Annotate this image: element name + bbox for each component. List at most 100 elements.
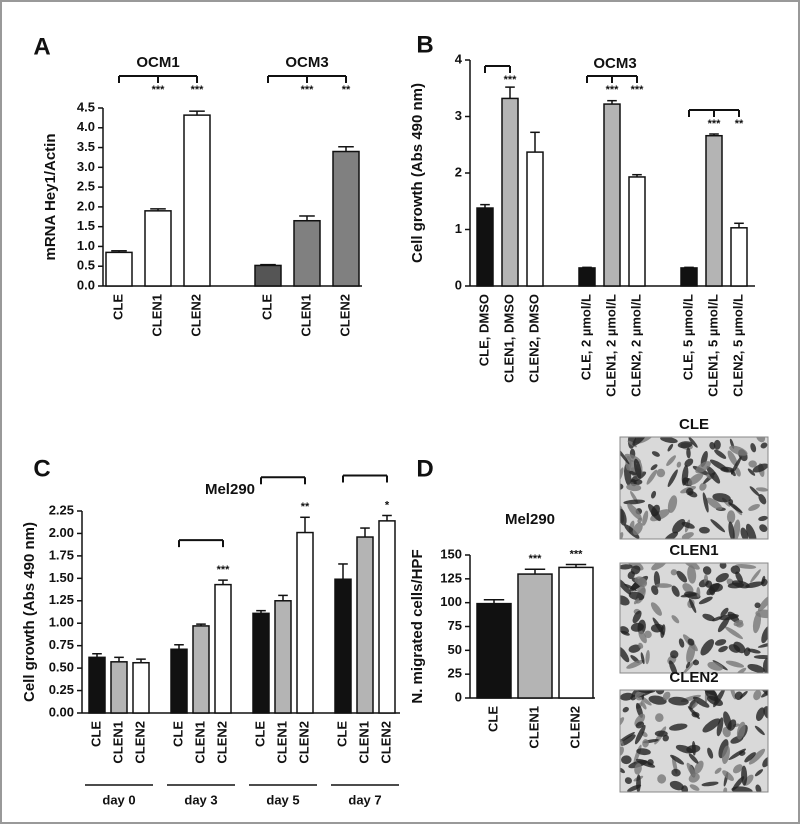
cell — [688, 437, 698, 448]
y-tick-label: 0.5 — [77, 258, 95, 273]
cell — [733, 619, 744, 627]
cell — [620, 630, 630, 636]
cell — [749, 486, 760, 497]
significance: *** — [217, 564, 231, 576]
image-title: CLEN2 — [669, 669, 718, 686]
cell — [684, 591, 701, 600]
cell — [627, 784, 642, 792]
cell — [702, 566, 712, 575]
cell — [713, 690, 726, 708]
bar — [476, 207, 494, 287]
cell — [718, 645, 728, 653]
micrograph-border — [619, 689, 769, 793]
cell — [748, 460, 757, 468]
significance: *** — [301, 84, 315, 96]
bar — [105, 251, 133, 287]
y-tick-label: 25 — [448, 666, 462, 681]
cell — [728, 521, 735, 539]
x-tick-label: CLEN2, DMSO — [526, 294, 541, 383]
cell — [727, 582, 745, 589]
cell — [695, 461, 711, 474]
cell — [716, 717, 724, 737]
cell — [667, 443, 674, 452]
cell — [706, 466, 721, 484]
cell — [628, 644, 641, 653]
cell — [736, 667, 747, 673]
cell — [676, 570, 688, 583]
cell — [728, 644, 741, 653]
cell — [688, 598, 697, 613]
cell — [621, 755, 632, 765]
bar — [274, 600, 292, 714]
cell — [653, 571, 661, 588]
cell — [702, 492, 709, 513]
cell — [728, 502, 743, 514]
cell — [715, 573, 729, 583]
cell — [670, 569, 678, 576]
x-tick-label: CLE — [259, 294, 274, 320]
cell — [648, 695, 667, 705]
y-axis-label: mRNA Hey1/Actin — [42, 134, 59, 261]
cell — [707, 661, 724, 671]
cell — [700, 639, 715, 656]
cell — [671, 615, 680, 624]
cell — [630, 622, 644, 632]
x-tick-label: CLEN2 — [132, 721, 147, 764]
cell — [626, 659, 645, 669]
cell — [620, 732, 635, 743]
x-tick-label: CLE — [485, 706, 500, 732]
cell — [667, 469, 678, 488]
bar — [603, 103, 621, 287]
cell — [692, 659, 700, 666]
x-tick-label: CLEN2 — [378, 721, 393, 764]
cell — [620, 564, 633, 570]
cell — [761, 626, 768, 644]
cell — [656, 468, 666, 478]
chart-title: Mel290 — [505, 511, 555, 528]
significance: ** — [342, 84, 351, 96]
y-tick-label: 1.50 — [49, 570, 74, 585]
cell — [642, 510, 649, 526]
cell — [662, 691, 671, 701]
y-tick-label: 1.75 — [49, 547, 74, 562]
cell — [753, 690, 762, 701]
y-tick-label: 1.00 — [49, 615, 74, 630]
cell — [729, 445, 748, 456]
x-tick-label: CLEN1, 5 µmol/L — [705, 294, 720, 397]
cell — [628, 591, 645, 601]
cell — [633, 598, 640, 605]
bar — [214, 583, 232, 714]
y-tick-label: 3.0 — [77, 159, 95, 174]
x-tick-label: CLE — [252, 721, 267, 747]
micrograph — [619, 436, 769, 540]
cell — [688, 773, 700, 783]
cell — [620, 595, 630, 606]
cell — [745, 581, 764, 588]
cell — [758, 515, 768, 522]
image-title: CLEN1 — [669, 542, 718, 559]
group-label: day 3 — [184, 792, 217, 807]
cell — [681, 532, 694, 539]
cell — [726, 510, 736, 524]
cell — [645, 650, 650, 665]
cell — [712, 493, 731, 503]
cell — [669, 780, 684, 791]
y-tick-label: 0.50 — [49, 660, 74, 675]
cell — [622, 706, 629, 713]
cell — [750, 569, 761, 583]
cell — [699, 482, 707, 491]
cell — [687, 473, 704, 486]
x-tick-label: CLEN2, 5 µmol/L — [730, 294, 745, 397]
cell — [626, 483, 642, 492]
y-tick-label: 0 — [455, 689, 462, 704]
cell — [724, 626, 743, 640]
cell — [651, 490, 657, 499]
bar — [730, 227, 748, 287]
cell — [756, 707, 765, 721]
cell — [735, 571, 744, 584]
y-tick-label: 2.25 — [49, 502, 74, 517]
cell — [669, 723, 688, 731]
cell — [691, 701, 699, 709]
group-label: OCM3 — [285, 54, 328, 71]
micrograph-content — [620, 563, 768, 673]
